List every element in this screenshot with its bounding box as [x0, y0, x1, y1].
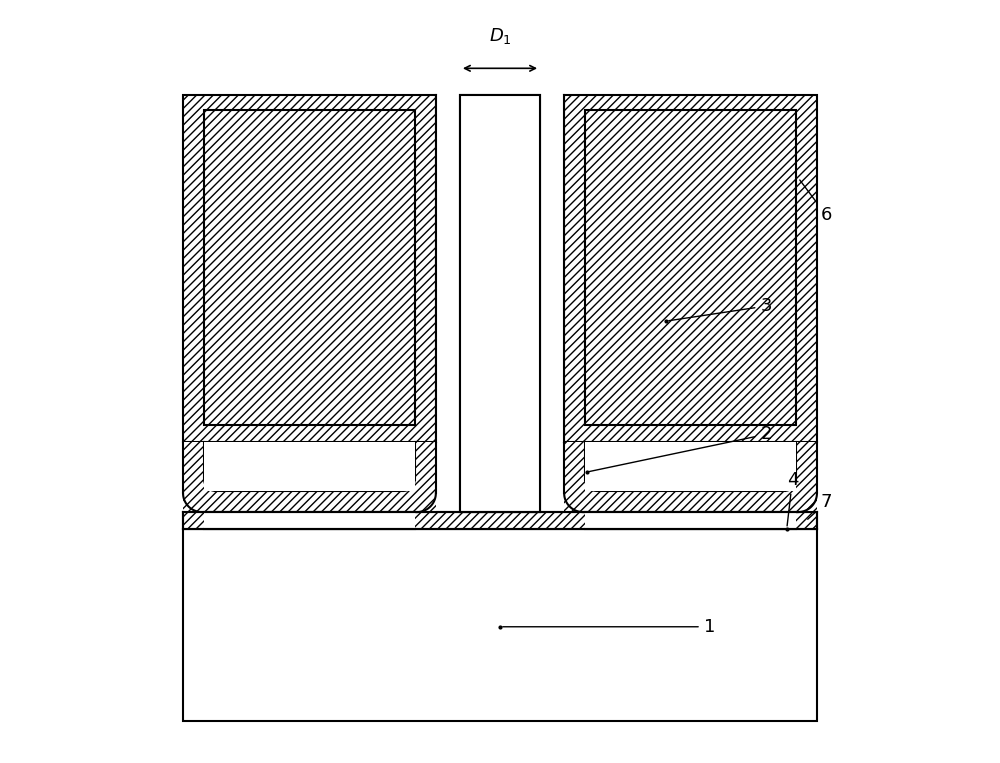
- Bar: [796, 442, 817, 493]
- Text: $D_1$: $D_1$: [489, 26, 511, 46]
- Bar: [436, 95, 564, 442]
- Text: 3: 3: [669, 297, 772, 320]
- Bar: [183, 512, 817, 529]
- Text: 1: 1: [503, 618, 715, 636]
- Bar: [204, 512, 415, 529]
- Bar: [183, 529, 817, 721]
- Bar: [564, 95, 817, 442]
- Bar: [585, 110, 796, 425]
- Text: 7: 7: [808, 493, 832, 520]
- Bar: [204, 110, 415, 425]
- Bar: [204, 442, 415, 491]
- Bar: [564, 491, 817, 512]
- Bar: [183, 95, 436, 442]
- Bar: [585, 442, 796, 491]
- Bar: [183, 442, 204, 493]
- Text: 4: 4: [787, 471, 798, 526]
- Bar: [460, 95, 540, 512]
- Text: 6: 6: [800, 180, 832, 224]
- Bar: [415, 442, 436, 493]
- Bar: [183, 491, 436, 512]
- Text: 2: 2: [590, 425, 772, 472]
- Bar: [564, 442, 585, 493]
- Bar: [460, 95, 540, 512]
- Bar: [585, 512, 796, 529]
